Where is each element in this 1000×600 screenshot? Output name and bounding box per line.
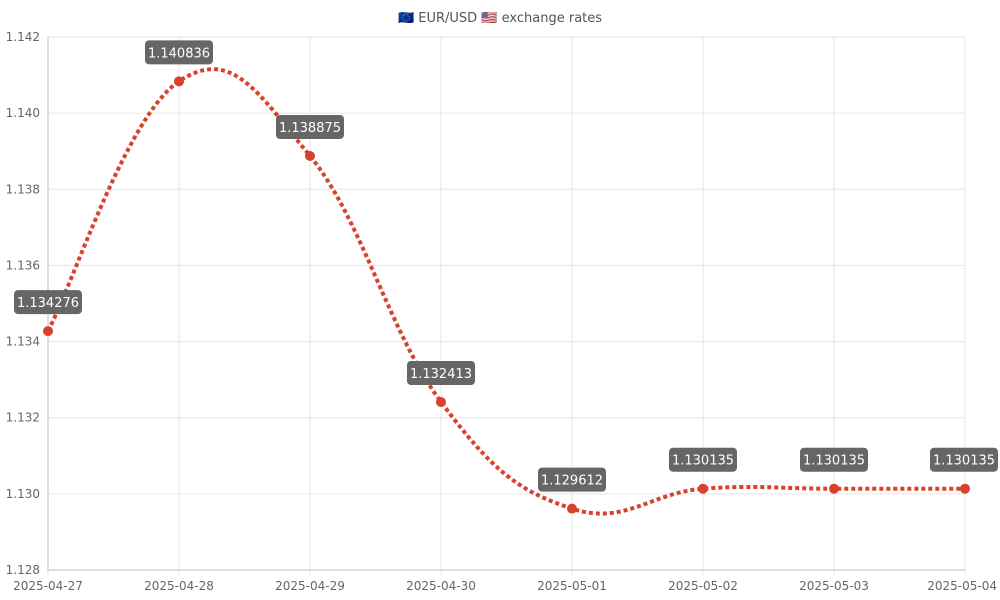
y-tick-label: 1.142 xyxy=(6,30,40,44)
data-point xyxy=(43,326,53,337)
data-label-text: 1.130135 xyxy=(933,454,995,469)
series-layer xyxy=(43,67,970,516)
y-tick-label: 1.130 xyxy=(6,487,40,501)
grid xyxy=(47,36,966,575)
data-label-text: 1.130135 xyxy=(672,454,734,469)
data-label-text: 1.132413 xyxy=(410,367,472,382)
data-label-text: 1.129612 xyxy=(541,474,603,489)
x-tick-label: 2025-04-30 xyxy=(406,579,476,593)
data-labels: 1.134276 1.140836 1.138875 1.132413 1.129612… xyxy=(14,40,998,492)
x-tick-label: 2025-04-28 xyxy=(144,579,214,593)
x-tick-label: 2025-05-03 xyxy=(799,579,869,593)
data-point xyxy=(960,483,970,494)
y-tick-label: 1.134 xyxy=(6,335,40,349)
data-label: 1.134276 xyxy=(14,290,82,315)
data-label-text: 1.140836 xyxy=(148,46,210,61)
data-label-box xyxy=(276,114,344,139)
data-point xyxy=(829,483,839,494)
x-tick-label: 2025-05-02 xyxy=(668,579,738,593)
data-label: 1.129612 xyxy=(538,467,606,492)
data-label: 1.140836 xyxy=(145,40,213,65)
data-label-box xyxy=(800,447,868,472)
data-label-box xyxy=(145,40,213,65)
data-label-box xyxy=(14,290,82,315)
data-label-box xyxy=(669,447,737,472)
data-label-box xyxy=(930,447,998,472)
y-tick-label: 1.132 xyxy=(6,411,40,425)
y-tick-label: 1.128 xyxy=(6,563,40,577)
y-tick-label: 1.140 xyxy=(6,106,40,120)
data-label: 1.132413 xyxy=(407,360,475,385)
data-point xyxy=(174,76,184,87)
y-tick-label: 1.138 xyxy=(6,182,40,196)
x-tick-label: 2025-05-01 xyxy=(537,579,607,593)
data-label-text: 1.134276 xyxy=(17,296,79,311)
data-label: 1.138875 xyxy=(276,114,344,139)
data-point xyxy=(436,396,446,407)
data-label: 1.130135 xyxy=(930,447,998,472)
data-label-text: 1.138875 xyxy=(279,121,341,136)
data-point xyxy=(698,483,708,494)
x-tick-label: 2025-04-27 xyxy=(13,579,83,593)
series-line xyxy=(46,67,965,516)
data-point xyxy=(305,150,315,161)
data-point xyxy=(567,503,577,514)
x-tick-label: 2025-04-29 xyxy=(275,579,345,593)
chart-title: 🇪🇺 EUR/USD 🇺🇸 exchange rates xyxy=(398,11,602,26)
data-label: 1.130135 xyxy=(800,447,868,472)
data-label-box xyxy=(407,360,475,385)
axes: 1.128 1.130 1.132 1.134 1.136 1.138 1.140 1.142… xyxy=(6,30,997,593)
data-label-text: 1.130135 xyxy=(803,454,865,469)
y-tick-label: 1.136 xyxy=(6,258,40,272)
x-tick-label: 2025-05-04 xyxy=(927,579,997,593)
data-label: 1.130135 xyxy=(669,447,737,472)
data-label-box xyxy=(538,467,606,492)
